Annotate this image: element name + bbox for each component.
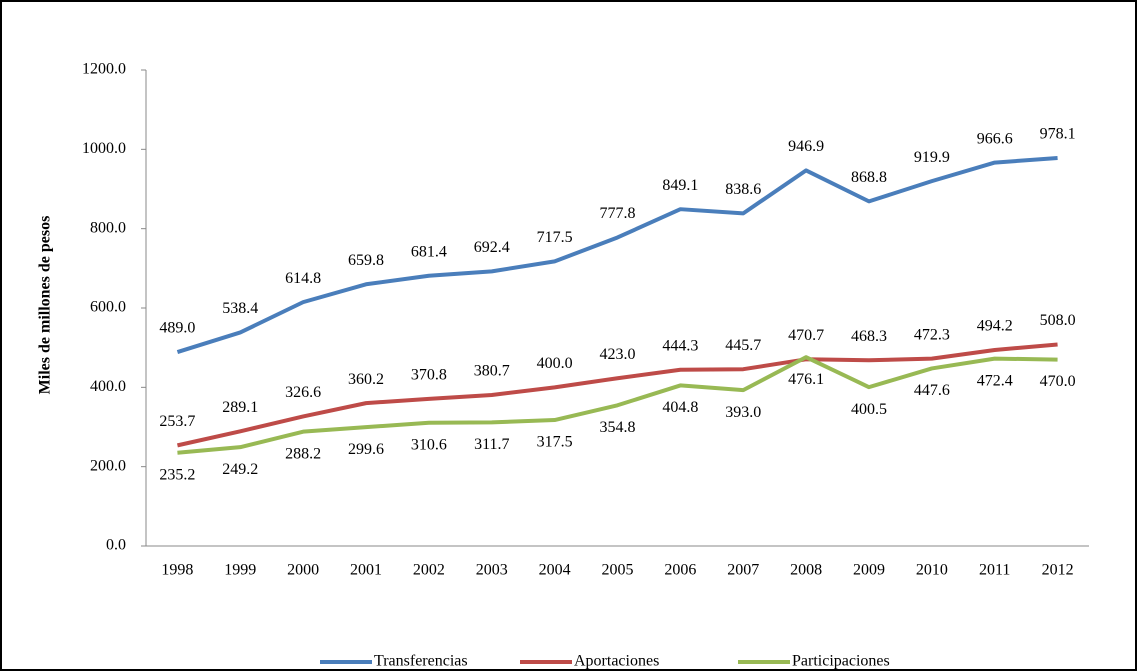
x-tick-label: 2003 xyxy=(476,562,508,579)
data-label: 849.1 xyxy=(662,177,698,194)
y-tick-label: 200.0 xyxy=(90,457,126,474)
x-tick-label: 2008 xyxy=(790,562,822,579)
x-tick-label: 1998 xyxy=(161,562,193,579)
data-label: 494.2 xyxy=(977,318,1013,335)
y-tick-label: 1000.0 xyxy=(82,140,126,157)
data-label: 444.3 xyxy=(662,337,698,354)
data-label: 777.8 xyxy=(600,205,636,222)
data-label: 360.2 xyxy=(348,371,384,388)
data-label: 447.6 xyxy=(914,382,950,399)
data-label: 838.6 xyxy=(725,181,761,198)
data-label: 614.8 xyxy=(285,270,321,287)
data-label: 476.1 xyxy=(788,371,824,388)
data-label: 659.8 xyxy=(348,252,384,269)
x-tick-label: 2009 xyxy=(853,562,885,579)
x-tick-label: 2010 xyxy=(916,562,948,579)
data-label: 868.8 xyxy=(851,169,887,186)
legend-label: Participaciones xyxy=(792,653,890,670)
data-label: 508.0 xyxy=(1040,312,1076,329)
data-label: 681.4 xyxy=(411,243,447,260)
legend-label: Transferencias xyxy=(374,653,468,670)
x-tick-label: 2007 xyxy=(727,562,759,579)
data-label: 317.5 xyxy=(537,434,573,451)
data-label: 311.7 xyxy=(474,436,509,453)
series-line xyxy=(176,156,1058,354)
data-label: 717.5 xyxy=(537,229,573,246)
data-label: 310.6 xyxy=(411,436,447,453)
y-tick-label: 400.0 xyxy=(90,378,126,395)
data-label: 423.0 xyxy=(600,346,636,363)
data-label: 468.3 xyxy=(851,328,887,345)
data-label: 288.2 xyxy=(285,445,321,462)
data-label: 404.8 xyxy=(662,399,698,416)
data-label: 966.6 xyxy=(977,130,1013,147)
x-tick-label: 2006 xyxy=(664,562,696,579)
data-label: 326.6 xyxy=(285,384,321,401)
data-label: 370.8 xyxy=(411,367,447,384)
data-label: 919.9 xyxy=(914,149,950,166)
data-label: 354.8 xyxy=(600,419,636,436)
data-label: 470.7 xyxy=(788,327,824,344)
x-tick-label: 2004 xyxy=(539,562,571,579)
y-axis-label: Miles de millones de pesos xyxy=(37,216,54,395)
data-label: 538.4 xyxy=(222,300,258,317)
x-tick-label: 2001 xyxy=(350,562,382,579)
y-tick-label: 0.0 xyxy=(106,537,126,554)
data-label: 393.0 xyxy=(725,404,761,421)
data-label: 249.2 xyxy=(222,461,258,478)
data-label: 692.4 xyxy=(474,239,510,256)
data-label: 472.4 xyxy=(977,372,1013,389)
data-label: 978.1 xyxy=(1040,126,1076,143)
legend-label: Aportaciones xyxy=(574,653,659,670)
data-label: 489.0 xyxy=(159,320,195,337)
y-tick-label: 1200.0 xyxy=(82,61,126,78)
data-label: 299.6 xyxy=(348,441,384,458)
data-label: 470.0 xyxy=(1040,373,1076,390)
data-label: 289.1 xyxy=(222,399,258,416)
x-tick-label: 2012 xyxy=(1042,562,1074,579)
x-tick-label: 2011 xyxy=(979,562,1010,579)
y-tick-label: 800.0 xyxy=(90,219,126,236)
data-label: 946.9 xyxy=(788,138,824,155)
data-label: 380.7 xyxy=(474,363,510,380)
data-label: 253.7 xyxy=(159,413,195,430)
x-tick-label: 2005 xyxy=(602,562,634,579)
x-tick-label: 1999 xyxy=(224,562,256,579)
data-label: 472.3 xyxy=(914,326,950,343)
data-label: 235.2 xyxy=(159,466,195,483)
y-tick-label: 600.0 xyxy=(90,299,126,316)
series-line xyxy=(176,342,1058,448)
series-line xyxy=(177,355,1058,455)
data-label: 400.5 xyxy=(851,401,887,418)
x-tick-label: 2002 xyxy=(413,562,445,579)
data-label: 400.0 xyxy=(537,355,573,372)
data-label: 445.7 xyxy=(725,337,761,354)
x-tick-label: 2000 xyxy=(287,562,319,579)
